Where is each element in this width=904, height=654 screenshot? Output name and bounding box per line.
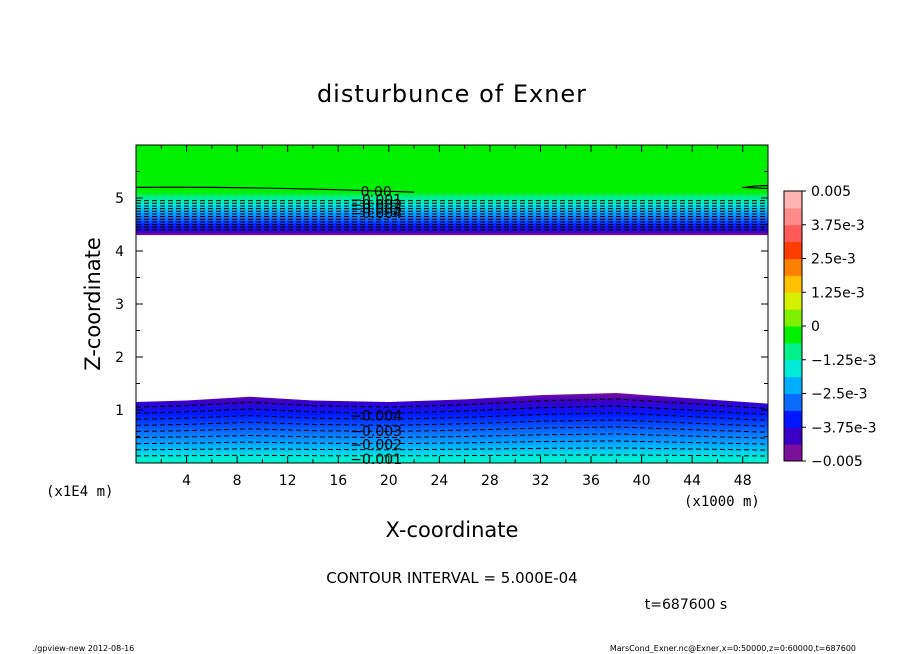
colorbar-swatch [784, 444, 802, 462]
contour-line-lower [136, 419, 768, 427]
footer-right: MarsCond_Exner.nc@Exner,x=0:50000,z=0:60… [610, 644, 856, 653]
contour-line-lower [136, 433, 768, 439]
contour-label-upper: 0.00 [361, 185, 392, 201]
contour-labels: 0.00−0.001−0.002−0.003−0.004−0.004−0.003… [350, 185, 402, 468]
contour-line-zero-edge [742, 185, 768, 190]
x-tick-label: 32 [532, 473, 550, 489]
x-unit-label: (x1000 m) [684, 494, 760, 510]
contour-line-zero [136, 186, 415, 193]
x-tick-label: 12 [279, 473, 297, 489]
colorbar-label: 3.75e-3 [811, 218, 865, 234]
x-tick-label: 8 [233, 473, 242, 489]
colorbar: 0.005 3.75e-3 2.5e-3 1.25e-3 0 −1.25e-3 −2.5e-… [783, 184, 876, 470]
contour-line-lower [136, 440, 768, 445]
y-unit-label: (x1E4 m) [46, 484, 113, 500]
chart-title: disturbunce of Exner [317, 80, 587, 108]
x-tick-label: 48 [734, 473, 752, 489]
colorbar-swatch [784, 191, 802, 209]
colorbar-swatch [784, 376, 802, 394]
y-tick-label: 3 [115, 297, 124, 313]
colorbar-swatch [784, 224, 802, 243]
colorbar-swatch [784, 207, 802, 226]
contour-label-lower: −0.003 [350, 424, 402, 440]
colorbar-swatch [784, 241, 802, 259]
contour-line-lower [136, 426, 768, 433]
contour-label-lower: −0.004 [350, 408, 402, 424]
footer-left: ./gpview-new 2012-08-16 [32, 644, 134, 653]
colorbar-label: 1.25e-3 [811, 285, 865, 301]
contour-label-upper: −0.003 [350, 202, 402, 218]
x-tick-label: 40 [633, 473, 651, 489]
y-tick-label: 5 [115, 191, 124, 207]
colorbar-label: 0.005 [811, 184, 851, 200]
colorbar-swatch [784, 342, 802, 361]
y-axis-label: Z-coordinate [81, 237, 105, 371]
colorbar-swatch [784, 359, 802, 378]
x-tick-label: 36 [582, 473, 600, 489]
colorbar-swatch [784, 309, 802, 327]
colorbar-label: −2.5e-3 [811, 387, 868, 403]
contour-line-lower [136, 454, 768, 457]
colorbar-label: 2.5e-3 [811, 252, 856, 268]
time-label: t=687600 s [645, 597, 727, 613]
x-tick-label: 20 [380, 473, 398, 489]
lower-band-fill [136, 393, 768, 463]
contour-line-lower [136, 412, 768, 421]
x-axis-label: X-coordinate [386, 518, 519, 542]
contour-label-upper: −0.004 [350, 206, 402, 222]
colorbar-swatch [784, 258, 802, 276]
colorbar-swatch [784, 427, 802, 445]
contour-line-lower [136, 447, 768, 451]
x-tick-label: 16 [329, 473, 347, 489]
x-tick-label: 24 [430, 473, 448, 489]
contour-line-lower [136, 405, 768, 415]
contour-line-lower [136, 398, 768, 410]
y-tick-label: 4 [115, 244, 124, 260]
x-tick-label: 28 [481, 473, 499, 489]
colorbar-label: −3.75e-3 [811, 420, 876, 436]
colorbar-label: 0 [811, 319, 820, 335]
contour-label-lower: −0.001 [350, 452, 402, 468]
colorbar-swatch [784, 410, 802, 428]
colorbar-swatch [784, 326, 802, 344]
colorbar-swatch [784, 292, 802, 310]
x-tick-label: 4 [182, 473, 191, 489]
colorbar-swatch [784, 275, 802, 293]
y-tick-label: 1 [115, 403, 124, 419]
contour-label-upper: −0.002 [350, 197, 402, 213]
contour-lines [136, 185, 768, 457]
contour-interval-note: CONTOUR INTERVAL = 5.000E-04 [326, 569, 577, 587]
colorbar-label: −0.005 [811, 454, 863, 470]
upper-band-fill [136, 145, 768, 236]
y-tick-label: 2 [115, 350, 124, 366]
colorbar-label: −1.25e-3 [811, 353, 876, 369]
contour-label-upper: −0.001 [350, 193, 402, 209]
x-tick-label: 44 [683, 473, 701, 489]
contour-label-lower: −0.002 [350, 437, 402, 453]
colorbar-swatch [784, 393, 802, 411]
